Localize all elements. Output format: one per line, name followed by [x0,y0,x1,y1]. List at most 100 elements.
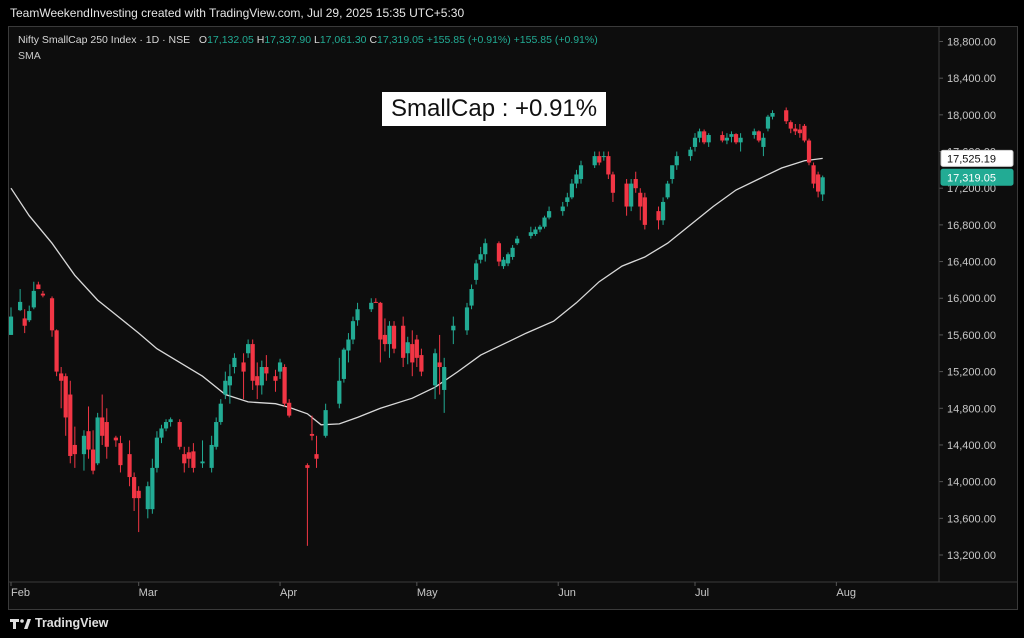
candle-body [150,467,155,510]
candle-body [346,339,351,351]
candle-up [350,316,356,345]
candle-body [378,302,383,340]
candle-body [806,140,812,163]
candle-up [9,307,14,335]
candle-up [464,302,470,335]
candle-up [200,440,205,468]
candle-down [391,321,397,354]
candle-body [63,376,68,418]
candle-down [22,309,27,334]
candle-body [474,263,479,280]
indicator-label[interactable]: SMA [18,50,41,62]
annotation-box: SmallCap : +0.91% [382,92,607,126]
candle-down [378,301,383,363]
candle-down [642,192,647,230]
candle-down [104,408,109,459]
candle-body [118,443,123,466]
tradingview-logo-icon [10,618,31,629]
price-chart[interactable]: 13,200.00 13,600.00 14,000.00 14,400.00 14,8… [9,27,1017,609]
high-value: 17,337.90 [264,34,312,46]
candle-body [214,422,219,447]
candle-up [150,458,155,514]
candle-up [355,302,360,326]
candle-down [136,486,141,533]
candle-body [36,284,41,290]
candle-down [597,151,602,166]
candle-body [752,131,757,136]
candle-down [784,107,789,125]
candle-down [54,329,59,377]
candle-body [282,367,287,404]
candle-down [410,330,415,377]
candle-body [227,376,232,386]
candle-down [90,430,96,475]
candle-body [18,301,23,311]
candle-up [660,197,666,225]
symbol-legend: Nifty SmallCap 250 Index · 1D · NSE O17,… [18,34,598,46]
candle-body [182,454,187,464]
candle-body [574,174,579,184]
candle-body [54,330,59,372]
candle-up [323,403,328,438]
candle-down [309,415,315,441]
y-tick-label: 14,800.00 [947,403,996,415]
candle-body [793,128,798,132]
candle-down [186,446,191,468]
candle-down [733,133,739,145]
candle-body [323,410,328,436]
candle-body [788,122,793,129]
brand-footer[interactable]: TradingView [10,614,108,632]
candle-up [533,226,538,236]
candle-body [186,452,191,459]
candle-body [505,254,511,264]
candle-body [200,461,205,464]
candle-up [574,169,579,189]
candle-up [227,364,232,404]
candle-down [414,334,419,368]
candle-body [592,156,597,166]
candle-down [419,348,424,377]
y-tick-label: 15,200.00 [947,367,996,379]
candle-up [752,128,757,139]
candle-body [629,183,634,207]
candle-body [670,165,675,180]
candle-body [369,302,374,310]
candle-body [382,334,388,345]
candle-body [537,226,543,230]
candle-up [501,256,506,269]
candle-down [437,334,442,395]
x-tick-label: Mar [139,587,158,599]
candle-down [720,131,725,143]
candle-body [314,454,319,459]
candle-down [382,318,388,352]
candle-body [597,156,602,163]
y-tick-label: 18,800.00 [947,36,996,48]
candle-body [528,232,533,236]
candle-body [442,367,447,390]
candle-body [401,325,406,358]
candle-down [806,138,812,166]
candle-down [49,296,55,337]
last-price-label: 17,319.05 [940,168,1014,186]
candle-body [756,131,761,141]
candle-body [638,192,643,207]
candle-down [177,419,182,450]
price-axis: 13,200.00 13,600.00 14,000.00 14,400.00 14,8… [938,27,996,582]
candle-up [159,424,164,444]
candle-body [702,131,707,143]
candle-body [496,243,502,262]
candle-body [451,325,456,331]
candle-up [510,245,515,260]
low-label: L [313,34,320,46]
candle-down [59,367,64,409]
y-tick-label: 13,200.00 [947,550,996,562]
open-value: 17,132.05 [207,34,254,46]
candle-body [387,325,392,345]
candle-body [159,428,164,438]
candle-up [451,316,456,345]
candle-body [761,137,766,147]
candle-body [287,402,292,416]
candle-down [113,435,118,447]
candle-up [31,281,36,310]
candle-body [305,465,310,468]
